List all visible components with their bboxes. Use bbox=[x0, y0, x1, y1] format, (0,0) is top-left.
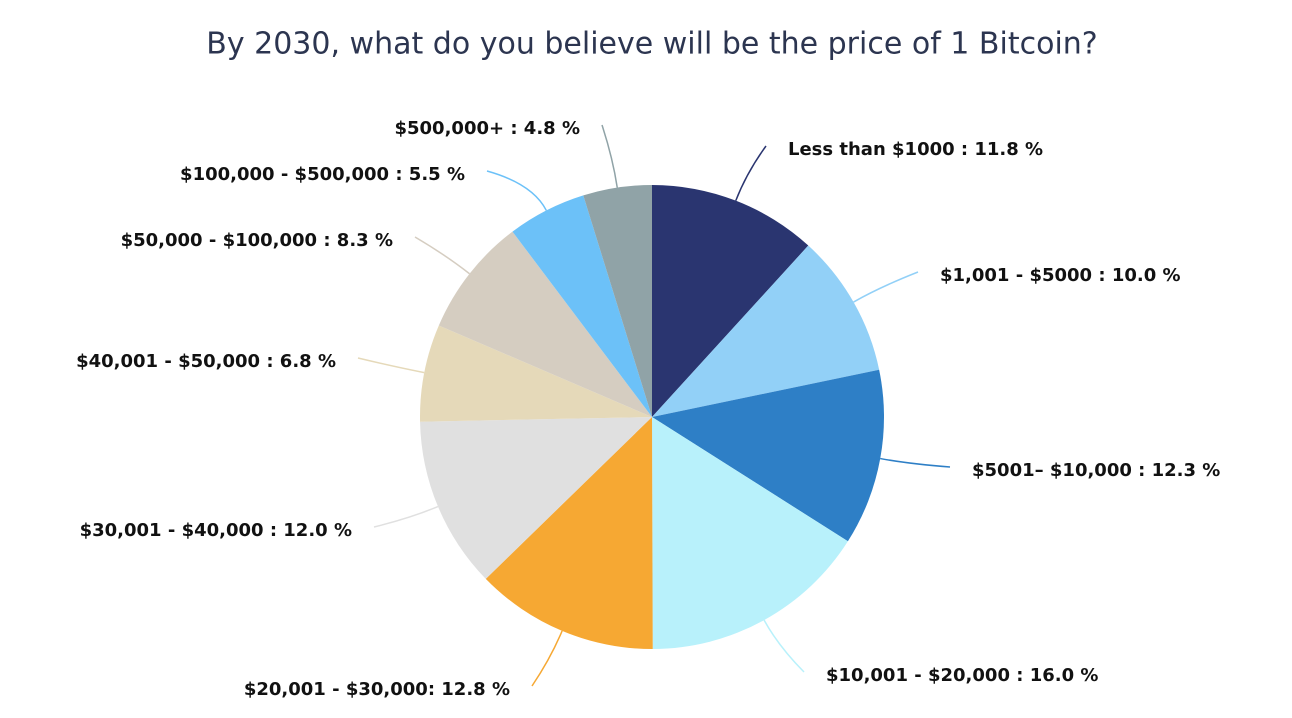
pie-slice bbox=[438, 231, 652, 417]
leader-line bbox=[601, 124, 618, 188]
data-label: $50,000 - $100,000 : 8.3 % bbox=[121, 230, 393, 251]
pie-slice bbox=[420, 417, 652, 579]
pie-slice bbox=[652, 369, 884, 542]
leader-line bbox=[880, 457, 951, 468]
leader-line bbox=[763, 619, 805, 673]
leader-line bbox=[357, 357, 425, 374]
leader-line bbox=[735, 145, 767, 201]
pie-slice bbox=[512, 195, 652, 417]
leader-line bbox=[486, 170, 547, 211]
pie-slice bbox=[485, 417, 653, 649]
leader-line bbox=[414, 236, 470, 275]
pie-slice bbox=[652, 245, 880, 417]
pie-slice bbox=[420, 325, 652, 422]
data-label: $20,001 - $30,000: 12.8 % bbox=[244, 679, 510, 700]
data-label: $10,001 - $20,000 : 16.0 % bbox=[826, 665, 1098, 686]
data-label: $100,000 - $500,000 : 5.5 % bbox=[180, 164, 465, 185]
data-label: $500,000+ : 4.8 % bbox=[394, 118, 580, 139]
leader-line bbox=[373, 505, 439, 528]
data-label: $5001– $10,000 : 12.3 % bbox=[972, 460, 1220, 481]
data-label: Less than $1000 : 11.8 % bbox=[788, 139, 1043, 160]
pie-slice bbox=[652, 185, 809, 417]
data-label: $30,001 - $40,000 : 12.0 % bbox=[80, 520, 352, 541]
pie-slice bbox=[652, 417, 848, 649]
pie-slice bbox=[583, 185, 652, 417]
leader-line bbox=[531, 630, 563, 687]
leader-line bbox=[853, 271, 919, 303]
data-label: $40,001 - $50,000 : 6.8 % bbox=[76, 351, 336, 372]
data-label: $1,001 - $5000 : 10.0 % bbox=[940, 265, 1181, 286]
chart-title: By 2030, what do you believe will be the… bbox=[206, 27, 1097, 62]
